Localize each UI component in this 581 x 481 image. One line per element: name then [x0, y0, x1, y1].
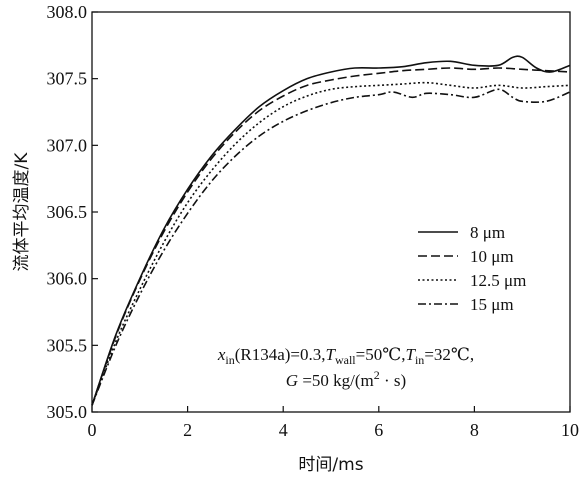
condition-annotation: xin(R134a)=0.3,Twall=50℃,Tin=32℃, G =50 … — [217, 345, 474, 390]
g-symbol: G — [286, 371, 298, 390]
legend-label: 12.5 μm — [470, 271, 526, 290]
series-line-3 — [91, 81, 571, 406]
quality-text: (R134a)=0.3, — [235, 345, 326, 364]
y-axis-label: 流体平均温度/K — [12, 152, 32, 272]
series-line-1 — [91, 55, 571, 406]
x-axis-label: 时间/ms — [298, 455, 363, 475]
t-in-value: =32℃, — [424, 345, 474, 364]
x-tick-label: 6 — [374, 420, 383, 440]
x-tick-label: 8 — [470, 420, 479, 440]
t-wall-value: =50℃, — [356, 345, 406, 364]
y-tick-label: 306.5 — [47, 202, 88, 222]
y-tick-label: 308.0 — [47, 2, 88, 22]
legend-label: 8 μm — [470, 223, 505, 242]
annotation-line-2: G =50 kg/(m2 · s) — [286, 368, 406, 390]
x-tick-label: 4 — [279, 420, 288, 440]
y-tick-label: 307.0 — [47, 135, 88, 155]
mass-flux-superscript: 2 — [374, 368, 380, 382]
x-tick-label: 10 — [561, 420, 579, 440]
y-tick-label: 307.5 — [47, 69, 88, 89]
t-wall-subscript: wall — [335, 353, 356, 367]
t-in-subscript: in — [415, 353, 424, 367]
mass-flux-unit: · s) — [380, 371, 406, 390]
y-axis: 305.0 305.5 306.0 306.5 307.0 307.5 308.0 — [47, 2, 98, 422]
legend: 8 μm 10 μm 12.5 μm 15 μm — [418, 223, 526, 314]
y-tick-label: 305.5 — [47, 335, 88, 355]
series-layer — [91, 55, 571, 406]
x-tick-label: 0 — [88, 420, 97, 440]
x-axis: 0 2 4 6 8 10 — [88, 406, 579, 440]
mass-flux-text: =50 kg/(m — [298, 371, 374, 390]
y-tick-label: 305.0 — [47, 402, 88, 422]
t-wall-symbol: T — [326, 345, 337, 364]
x-tick-label: 2 — [183, 420, 192, 440]
legend-label: 10 μm — [470, 247, 514, 266]
x-subscript: in — [225, 353, 234, 367]
y-tick-label: 306.0 — [47, 269, 88, 289]
legend-label: 15 μm — [470, 295, 514, 314]
series-line-4 — [91, 88, 571, 406]
annotation-line-1: xin(R134a)=0.3,Twall=50℃,Tin=32℃, — [217, 345, 474, 367]
series-line-2 — [91, 67, 571, 406]
t-in-symbol: T — [406, 345, 417, 364]
x-symbol: x — [217, 345, 226, 364]
